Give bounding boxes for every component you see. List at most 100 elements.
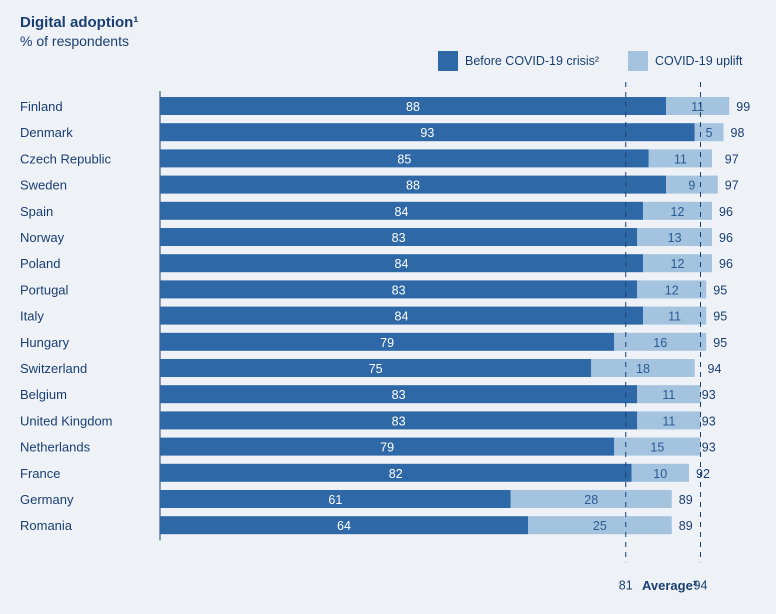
data-label-total: 95 [713,336,727,350]
data-label-total: 96 [719,257,733,271]
bar-before [160,306,643,325]
data-label-total: 97 [725,179,739,193]
bar-before [160,385,638,404]
bar-uplift [694,123,724,142]
bar-before [160,280,638,299]
category-label: Romania [20,518,73,533]
data-label-total: 95 [713,283,727,297]
data-label-total: 92 [696,467,710,481]
legend-label-uplift: COVID-19 uplift [655,54,743,68]
data-label-uplift: 11 [662,388,675,402]
bar-uplift [648,149,712,168]
data-label-before: 88 [406,179,420,193]
legend: Before COVID-19 crisis² COVID-19 uplift [438,51,743,71]
category-label: Switzerland [20,361,87,376]
bar-uplift [637,228,712,246]
legend-label-before: Before COVID-19 crisis² [465,54,599,68]
data-label-total: 89 [679,493,693,507]
bar-uplift [614,332,707,351]
bar-before [160,123,695,142]
data-label-total: 93 [702,414,716,428]
data-label-uplift: 9 [688,179,695,193]
category-label: United Kingdom [20,413,113,428]
data-label-before: 75 [369,362,383,376]
data-label-before: 64 [337,519,351,533]
reference-value: 81 [619,578,633,592]
bar-uplift [631,463,689,482]
data-label-before: 84 [395,205,409,219]
reference-value: 94 [694,578,708,592]
category-label: Czech Republic [20,151,112,166]
bar-before [160,359,592,377]
data-label-before: 93 [420,126,434,140]
category-label: Hungary [20,335,70,350]
bar-before [160,463,632,482]
data-label-total: 93 [702,388,716,402]
bar-before [160,254,643,273]
data-label-uplift: 18 [636,362,650,376]
data-label-before: 83 [392,414,406,428]
bar-uplift [643,306,707,325]
bar-uplift [510,490,672,508]
data-label-uplift: 5 [706,126,713,140]
bar-uplift [637,411,701,430]
data-label-total: 96 [719,205,733,219]
chart-subtitle: % of respondents [20,33,129,49]
bar-before [160,332,615,351]
category-label: Spain [20,204,53,219]
category-label: Poland [20,256,60,271]
bar-before [160,201,643,220]
plot-area: Finland 88 11 99 Denmark 93 5 98 Czech Republic 8… [20,82,750,592]
bar-uplift [666,97,730,115]
bar-before [160,516,528,535]
bar-uplift [643,201,712,220]
category-label: Germany [20,492,74,507]
bar-uplift [666,175,718,194]
data-label-before: 83 [392,283,406,297]
data-label-uplift: 16 [653,336,667,350]
data-label-uplift: 11 [674,152,687,166]
bar-before [160,437,615,456]
data-label-uplift: 12 [665,283,679,297]
data-label-before: 85 [397,152,411,166]
data-label-before: 88 [406,100,420,114]
data-label-total: 98 [731,126,745,140]
legend-swatch-uplift [628,51,648,71]
category-label: Finland [20,99,63,114]
chart-title: Digital adoption¹ [20,14,138,31]
legend-swatch-before [438,51,458,71]
category-label: Belgium [20,387,67,402]
data-label-total: 97 [725,152,739,166]
bar-uplift [614,437,701,456]
bar-uplift [637,385,701,404]
data-label-before: 83 [392,388,406,402]
category-label: Italy [20,309,44,324]
bar-before [160,228,638,246]
data-label-uplift: 11 [691,100,704,114]
data-label-before: 82 [389,467,403,481]
data-label-total: 93 [702,441,716,455]
data-label-before: 84 [395,257,409,271]
bar-before [160,149,649,168]
data-label-uplift: 13 [668,231,682,245]
category-label: France [20,466,60,481]
data-label-uplift: 15 [650,441,664,455]
category-label: Portugal [20,282,69,297]
category-label: Norway [20,230,65,245]
data-label-total: 96 [719,231,733,245]
bar-before [160,97,666,115]
data-label-before: 83 [392,231,406,245]
bar-before [160,411,638,430]
bar-uplift [528,516,672,535]
bar-before [160,175,666,194]
data-label-total: 89 [679,519,693,533]
bar-uplift [643,254,712,273]
data-label-uplift: 28 [584,493,598,507]
data-label-total: 94 [708,362,722,376]
data-label-before: 79 [380,336,394,350]
data-label-before: 61 [328,493,342,507]
bar-uplift [637,280,707,299]
bar-before [160,490,511,508]
category-label: Netherlands [20,440,91,455]
